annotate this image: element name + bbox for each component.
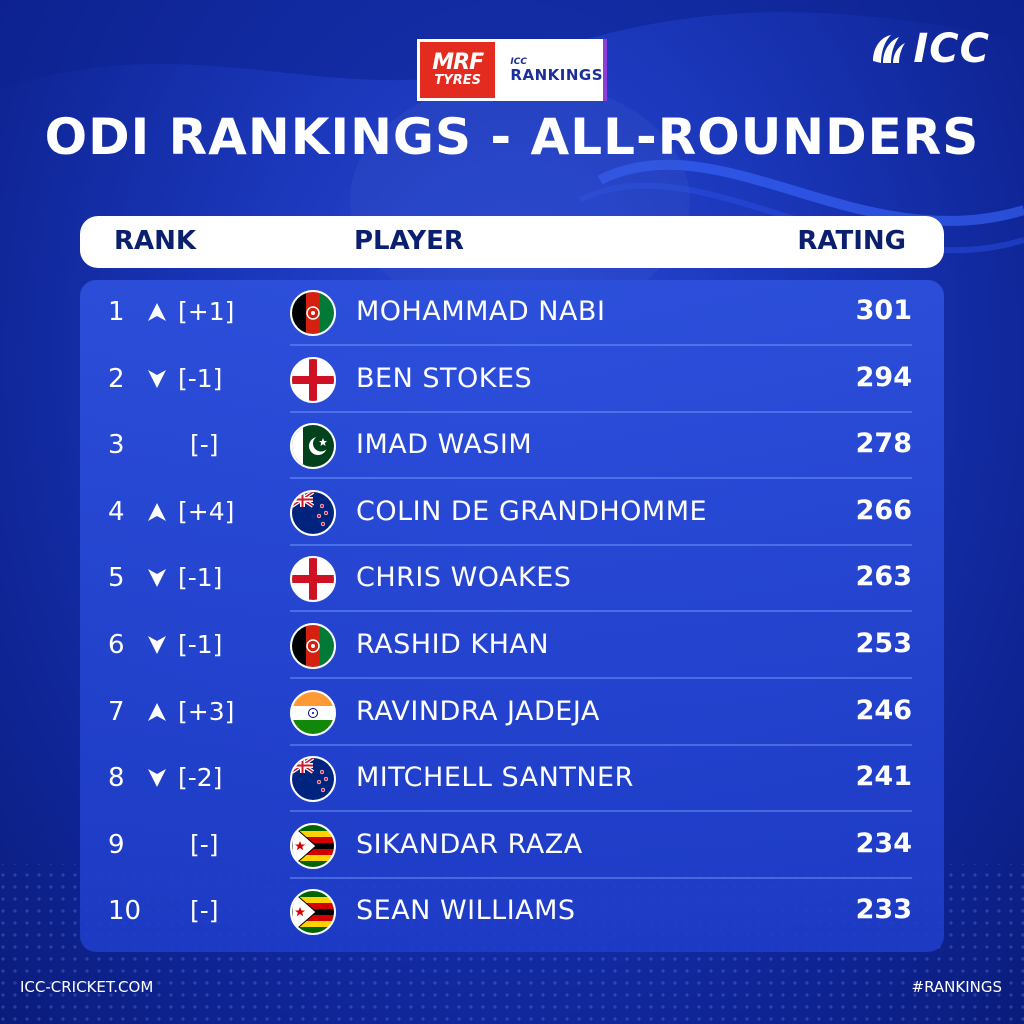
- rank-movement: [-]: [190, 829, 219, 859]
- row-divider: [290, 410, 912, 413]
- zimbabwe-flag-icon: [290, 889, 336, 936]
- arrow-down-icon: [146, 368, 168, 390]
- player-rating: 233: [855, 894, 912, 926]
- table-row: 8 [-2] MITCHELL SANTNER 241: [80, 746, 944, 813]
- rank-number: 4: [108, 496, 125, 527]
- afghanistan-flag-icon: [290, 623, 336, 669]
- row-divider: [290, 477, 912, 480]
- arrow-up-icon: [146, 701, 168, 723]
- player-name: SEAN WILLIAMS: [356, 895, 576, 927]
- table-row: 10 [-] SEAN WILLIAMS 233: [80, 879, 944, 945]
- new-zealand-flag-icon: [290, 756, 336, 803]
- header-player: PLAYER: [354, 226, 464, 256]
- table-row: 3 [-] IMAD WASIM 278: [80, 413, 944, 480]
- tyres-text: TYRES: [434, 73, 481, 88]
- arrow-down-icon: [146, 634, 168, 656]
- website-link[interactable]: ICC-CRICKET.COM: [20, 978, 154, 996]
- player-name: IMAD WASIM: [356, 429, 533, 461]
- header-rank: RANK: [114, 226, 197, 256]
- afghanistan-flag-icon: [290, 290, 336, 336]
- hashtag: #RANKINGS: [911, 978, 1003, 996]
- table-row: 4 [+4] COLIN DE GRANDHOMME 266: [80, 480, 944, 546]
- row-divider: [290, 543, 912, 546]
- table-row: 1 [+1] MOHAMMAD NABI 301: [80, 280, 944, 346]
- table-row: 7 [+3] RAVINDRA JADEJA 246: [80, 680, 944, 746]
- row-divider: [290, 743, 912, 746]
- india-flag-icon: [290, 689, 336, 736]
- player-rating: 234: [855, 827, 912, 859]
- player-name: COLIN DE GRANDHOMME: [356, 495, 708, 527]
- rank-number: 5: [108, 563, 125, 594]
- header-rating: RATING: [797, 226, 906, 256]
- rank-movement: [-2]: [178, 763, 223, 793]
- mrf-tyres-logo: MRF TYRES: [417, 39, 499, 101]
- row-divider: [290, 876, 912, 879]
- row-divider: [290, 810, 912, 813]
- arrow-up-icon: [146, 501, 168, 523]
- arrow-down-icon: [146, 767, 168, 789]
- row-divider: [290, 610, 912, 613]
- zimbabwe-flag-icon: [290, 822, 336, 869]
- player-name: RAVINDRA JADEJA: [356, 695, 600, 727]
- england-flag-icon: [290, 356, 336, 403]
- table-row: 2 [-1] BEN STOKES 294: [80, 347, 944, 413]
- player-name: MOHAMMAD NABI: [356, 296, 606, 327]
- row-divider: [290, 344, 912, 346]
- player-rating: 278: [855, 428, 912, 460]
- icc-logo: ICC: [867, 26, 990, 72]
- england-flag-icon: [290, 556, 336, 603]
- rank-movement: [-1]: [178, 363, 223, 393]
- row-divider: [290, 677, 912, 679]
- new-zealand-flag-icon: [290, 489, 336, 536]
- icc-logo-text: ICC: [913, 26, 990, 72]
- rank-number: 10: [108, 896, 142, 927]
- rank-movement: [-1]: [178, 630, 223, 659]
- rank-number: 1: [108, 297, 125, 327]
- rank-number: 3: [108, 430, 125, 461]
- player-rating: 301: [855, 295, 912, 326]
- player-name: RASHID KHAN: [356, 629, 550, 660]
- mrf-icc-rankings-logo: MRF TYRES ICC RANKINGS: [417, 39, 607, 101]
- rank-movement: [-1]: [178, 563, 223, 593]
- icc-small-text: ICC: [510, 57, 527, 67]
- player-rating: 294: [855, 361, 912, 393]
- rank-movement: [-]: [190, 896, 219, 926]
- rank-number: 7: [108, 696, 125, 727]
- player-name: CHRIS WOAKES: [356, 562, 572, 594]
- table-header: RANK PLAYER RATING: [80, 216, 944, 268]
- rank-movement: [-]: [190, 430, 219, 460]
- table-row: 9 [-] SIKANDAR RAZA 234: [80, 813, 944, 879]
- rank-number: 6: [108, 630, 125, 660]
- player-rating: 253: [855, 628, 912, 659]
- rank-number: 9: [108, 829, 125, 860]
- player-rating: 263: [855, 561, 912, 593]
- arrow-up-icon: [146, 301, 168, 323]
- rank-movement: [+4]: [178, 496, 235, 526]
- player-name: SIKANDAR RAZA: [356, 828, 583, 860]
- player-rating: 266: [855, 494, 912, 526]
- player-name: BEN STOKES: [356, 362, 533, 394]
- rank-movement: [+1]: [178, 297, 235, 326]
- player-name: MITCHELL SANTNER: [356, 762, 634, 794]
- player-rating: 241: [855, 761, 912, 793]
- rankings-text: RANKINGS: [510, 66, 603, 84]
- table-row: 5 [-1] CHRIS WOAKES 263: [80, 546, 944, 613]
- icc-feather-icon: [873, 35, 906, 63]
- pakistan-flag-icon: [290, 423, 336, 470]
- player-rating: 246: [855, 694, 912, 726]
- icc-rankings-logo: ICC RANKINGS: [498, 39, 607, 101]
- rank-number: 2: [108, 363, 125, 394]
- table-row: 6 [-1] RASHID KHAN 253: [80, 613, 944, 679]
- rank-movement: [+3]: [178, 696, 235, 726]
- mrf-text: MRF: [432, 50, 484, 75]
- arrow-down-icon: [146, 567, 168, 589]
- rank-number: 8: [108, 763, 125, 794]
- page-title: ODI RANKINGS - ALL-ROUNDERS: [44, 108, 980, 166]
- rankings-table: 1 [+1] MOHAMMAD NABI 301 2 [-1] BEN STOKES 294 3…: [80, 280, 944, 952]
